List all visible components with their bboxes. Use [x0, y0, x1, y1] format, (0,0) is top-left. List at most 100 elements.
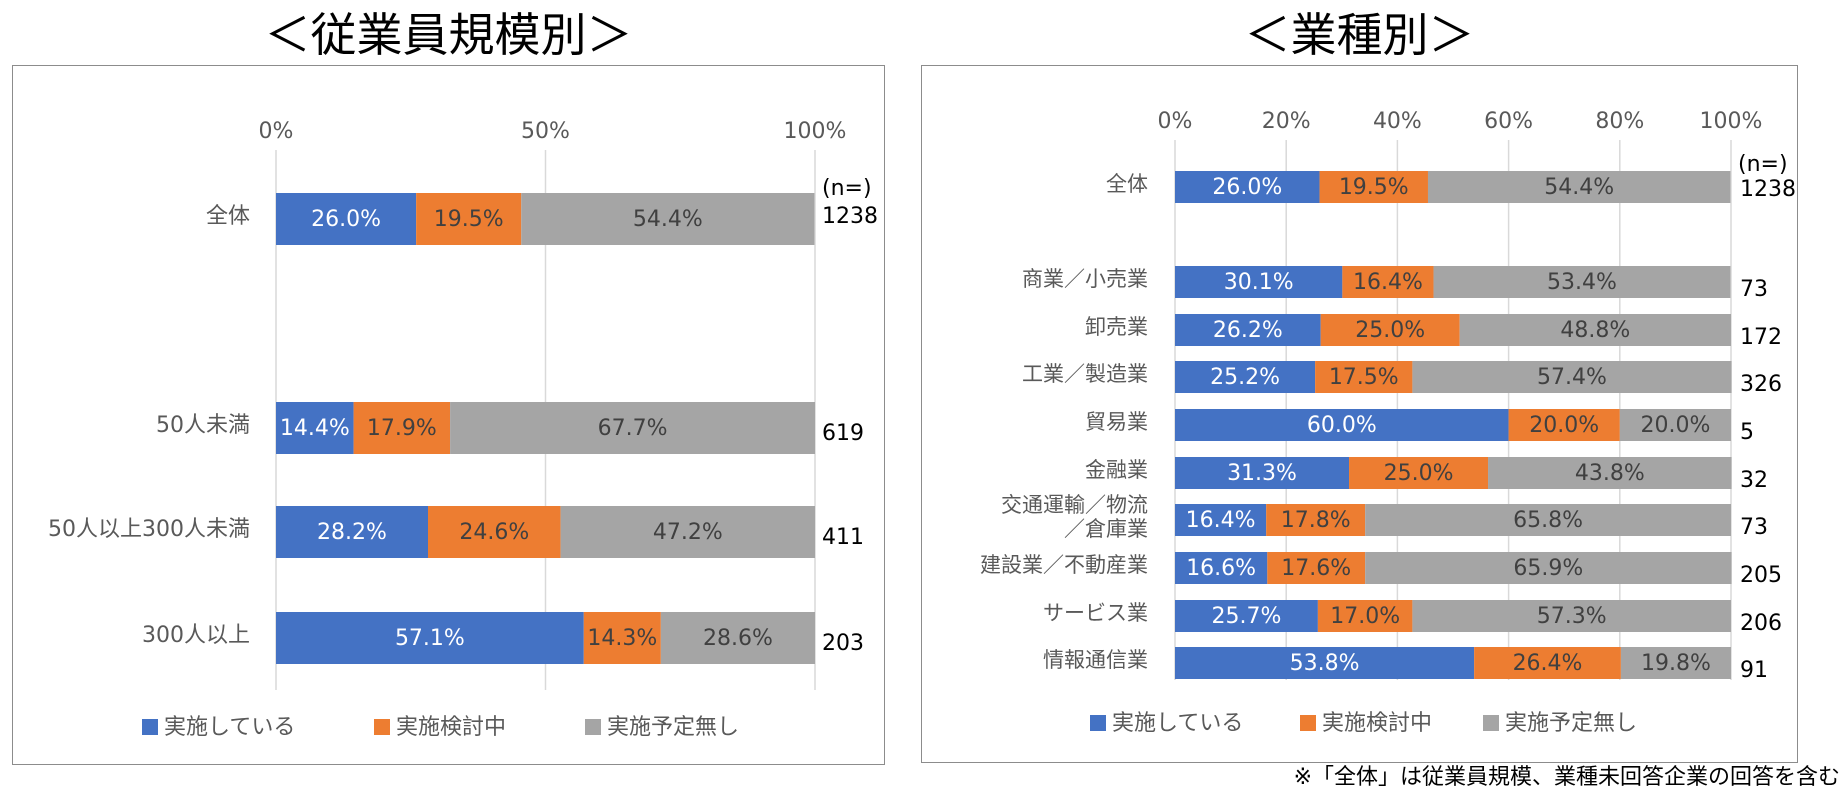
ind-data-label: 53.4% [1547, 270, 1617, 295]
ind-data-label: 26.4% [1513, 651, 1583, 676]
emp-data-label: 26.0% [311, 207, 381, 232]
ind-bar-segment [1459, 314, 1731, 346]
ind-data-label: 31.3% [1227, 461, 1297, 486]
ind-bar-segment [1427, 171, 1731, 203]
ind-n-value: 205 [1740, 563, 1782, 588]
ind-data-label: 20.0% [1529, 413, 1599, 438]
emp-data-label: 57.1% [395, 626, 465, 651]
ind-data-label: 17.8% [1281, 508, 1351, 533]
ind-data-label: 65.8% [1513, 508, 1583, 533]
emp-data-label: 28.2% [317, 520, 387, 545]
ind-bar-segment [1317, 600, 1413, 632]
ind-legend-label: 実施検討中 [1322, 711, 1432, 736]
ind-legend-swatch [1300, 715, 1316, 731]
emp-category-label: 50人以上300人未満 [48, 517, 250, 542]
ind-data-label: 16.4% [1353, 270, 1423, 295]
chart-title-industry: ＜業種別＞ [1244, 8, 1475, 62]
ind-data-label: 19.8% [1641, 651, 1711, 676]
ind-data-label: 25.7% [1212, 604, 1282, 629]
ind-bar-segment [1175, 266, 1343, 298]
ind-x-tick-label: 100% [1700, 109, 1763, 134]
ind-category-label: 情報通信業 [1043, 648, 1148, 672]
ind-legend-swatch [1483, 715, 1499, 731]
emp-n-value: 203 [822, 631, 864, 656]
ind-bar-segment [1488, 457, 1732, 489]
ind-bar-segment [1175, 552, 1268, 584]
emp-x-tick-label: 100% [784, 119, 847, 144]
ind-n-value: 206 [1740, 611, 1782, 636]
ind-bar-segment [1175, 457, 1350, 489]
ind-category-label: 貿易業 [1085, 410, 1148, 434]
ind-bar-segment [1349, 457, 1489, 489]
emp-data-label: 24.6% [459, 520, 529, 545]
emp-legend-swatch [585, 719, 601, 735]
emp-n-value: 411 [822, 525, 864, 550]
ind-n-value: 32 [1740, 468, 1768, 493]
ind-bar-segment [1266, 504, 1366, 536]
ind-bar-segment [1620, 647, 1731, 679]
ind-data-label: 20.0% [1640, 413, 1710, 438]
ind-bar-segment [1342, 266, 1434, 298]
ind-category-label: 工業／製造業 [1022, 362, 1148, 386]
emp-legend-label: 実施している [164, 715, 295, 740]
emp-legend-swatch [142, 719, 158, 735]
ind-data-label: 57.4% [1537, 365, 1607, 390]
ind-category-label: 全体 [1106, 172, 1148, 196]
ind-legend-swatch [1090, 715, 1106, 731]
ind-bar-segment [1412, 600, 1731, 632]
emp-bar-segment [583, 612, 661, 664]
emp-bar-segment [276, 612, 584, 664]
emp-data-label: 28.6% [703, 626, 773, 651]
emp-bar-segment [560, 506, 815, 558]
emp-x-tick-label: 50% [521, 119, 570, 144]
emp-data-label: 19.5% [434, 207, 504, 232]
chart-title-employee-size: ＜従業員規模別＞ [264, 8, 633, 62]
ind-data-label: 30.1% [1224, 270, 1294, 295]
ind-bar-segment [1175, 171, 1320, 203]
ind-data-label: 17.0% [1330, 604, 1400, 629]
ind-bar-segment [1175, 361, 1316, 393]
emp-bar-segment [521, 193, 815, 245]
footnote: ※「全体」は従業員規模、業種未回答企業の回答を含む [1293, 765, 1840, 790]
ind-bar-segment [1508, 409, 1620, 441]
ind-category-label: 建設業／不動産業 [980, 553, 1148, 577]
ind-x-tick-label: 60% [1484, 109, 1533, 134]
ind-data-label: 57.3% [1537, 604, 1607, 629]
ind-bar-segment [1320, 314, 1460, 346]
ind-bar-segment [1175, 647, 1475, 679]
ind-bar-segment [1315, 361, 1413, 393]
ind-category-label: 卸売業 [1085, 315, 1148, 339]
ind-data-label: 60.0% [1307, 413, 1377, 438]
emp-legend-swatch [374, 719, 390, 735]
ind-data-label: 19.5% [1339, 175, 1409, 200]
ind-bar-segment [1175, 600, 1318, 632]
emp-legend-label: 実施予定無し [607, 715, 739, 740]
ind-category-label: 金融業 [1085, 458, 1148, 482]
ind-n-value: 5 [1740, 420, 1754, 445]
emp-bar-segment [450, 402, 815, 454]
ind-data-label: 65.9% [1513, 556, 1583, 581]
ind-data-label: 25.0% [1384, 461, 1454, 486]
emp-category-label: 50人未満 [156, 413, 250, 438]
emp-bar-segment [660, 612, 815, 664]
emp-data-label: 54.4% [633, 207, 703, 232]
ind-data-label: 25.2% [1210, 365, 1280, 390]
emp-n-value: 1238 [822, 204, 878, 229]
ind-x-tick-label: 80% [1595, 109, 1644, 134]
ind-legend-label: 実施予定無し [1505, 711, 1637, 736]
ind-category-label: 商業／小売業 [1022, 267, 1148, 291]
ind-n-value: 326 [1740, 372, 1782, 397]
ind-bar-segment [1619, 409, 1731, 441]
emp-bar-segment [427, 506, 561, 558]
ind-data-label: 17.5% [1329, 365, 1399, 390]
emp-bar-segment [276, 506, 428, 558]
ind-category-label: サービス業 [1043, 601, 1148, 625]
ind-n-value: 172 [1740, 325, 1782, 350]
ind-category-label: 交通運輸／物流 [1001, 493, 1148, 517]
ind-data-label: 48.8% [1560, 318, 1630, 343]
emp-bar-segment [276, 402, 354, 454]
emp-data-label: 47.2% [653, 520, 723, 545]
emp-data-label: 67.7% [598, 416, 668, 441]
ind-bar-segment [1365, 552, 1732, 584]
